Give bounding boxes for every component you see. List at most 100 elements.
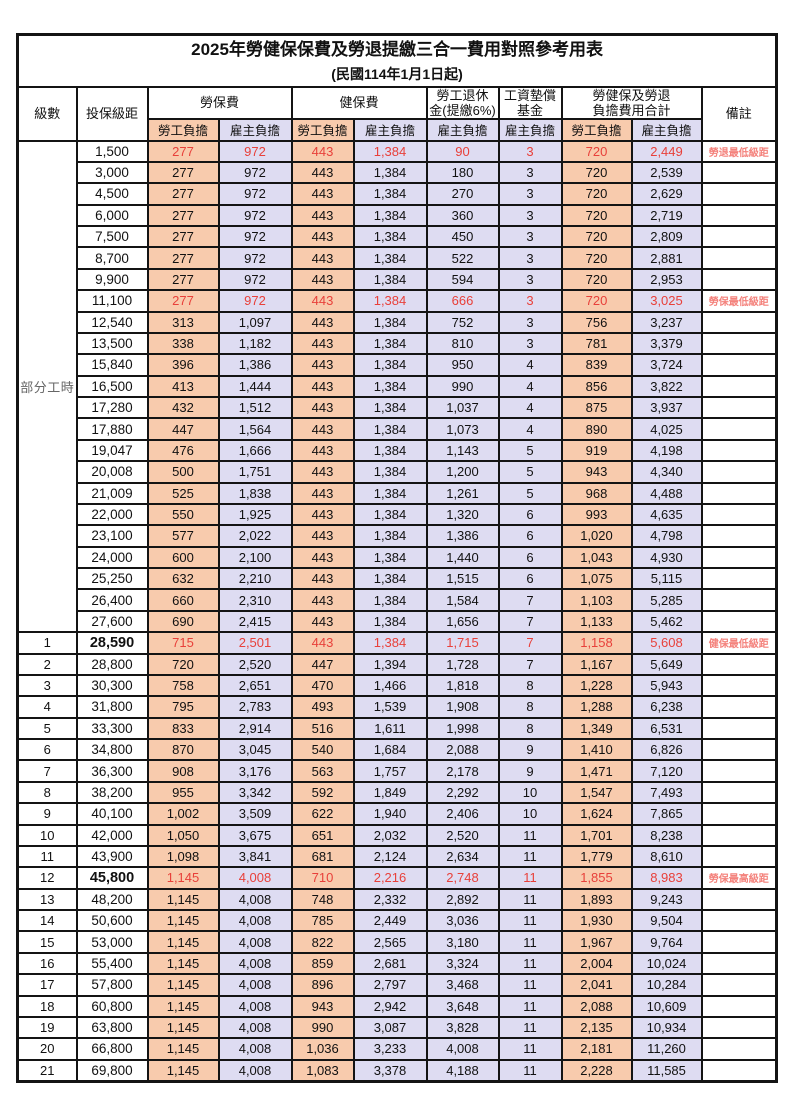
table-row: 17,280 432 1,512 443 1,384 1,037 4 875 3,937 bbox=[18, 395, 778, 420]
value-cell: 6 bbox=[497, 524, 563, 548]
header-labor-insurance: 勞保費 bbox=[146, 85, 293, 120]
header-wage-fund-line1: 工資墊償 bbox=[503, 87, 556, 103]
remark-cell: 勞保最低級距 bbox=[700, 289, 778, 313]
header-sub-row: 勞工負擔 雇主負擔 勞工負擔 雇主負擔 雇主負擔 雇主負擔 勞工負擔 雇主負擔 bbox=[18, 117, 777, 142]
bracket-cell: 34,800 bbox=[75, 737, 149, 762]
header-pension: 勞工退休 金(提繳6%) bbox=[425, 85, 500, 120]
value-cell: 3,087 bbox=[352, 1015, 428, 1040]
premium-reference-table: 2025年勞健保保費及勞退提繳三合一費用對照參考用表 (民國114年1月1日起)… bbox=[16, 33, 779, 1083]
table-row: 20,008 500 1,751 443 1,384 1,200 5 943 4,340 bbox=[18, 460, 778, 484]
value-cell: 1,751 bbox=[217, 460, 293, 484]
value-cell: 3,675 bbox=[217, 823, 293, 847]
value-cell: 1,075 bbox=[560, 566, 633, 591]
remark-cell bbox=[700, 588, 778, 612]
value-cell: 5 bbox=[497, 460, 563, 484]
value-cell: 3 bbox=[497, 182, 563, 206]
table-row: 19 63,800 1,145 4,008 990 3,087 3,828 11 2,135 10… bbox=[16, 1015, 778, 1040]
value-cell: 2,681 bbox=[352, 951, 428, 976]
value-cell: 1,384 bbox=[352, 139, 428, 163]
value-cell: 4,008 bbox=[217, 866, 293, 890]
value-cell: 6 bbox=[497, 545, 563, 570]
value-cell: 10 bbox=[497, 780, 563, 805]
table-row: 23,100 577 2,022 443 1,384 1,386 6 1,020 4,798 bbox=[18, 524, 778, 548]
value-cell: 443 bbox=[290, 331, 355, 356]
value-cell: 5,943 bbox=[630, 673, 703, 698]
level-cell: 13 bbox=[16, 887, 78, 912]
level-cell: 4 bbox=[16, 695, 78, 719]
table-row: 1 28,590 715 2,501 443 1,384 1,715 7 1,158 5,608 健… bbox=[16, 631, 778, 655]
value-cell: 4 bbox=[497, 353, 563, 377]
value-cell: 1,940 bbox=[352, 802, 428, 826]
value-cell: 9,504 bbox=[630, 908, 703, 933]
subheader-labor-employer: 雇主負擔 bbox=[217, 117, 293, 142]
value-cell: 2,783 bbox=[217, 695, 293, 719]
remark-cell bbox=[700, 823, 778, 847]
value-cell: 500 bbox=[146, 460, 220, 484]
value-cell: 720 bbox=[560, 139, 633, 163]
value-cell: 1,103 bbox=[560, 588, 633, 612]
value-cell: 666 bbox=[425, 289, 500, 313]
value-cell: 4,008 bbox=[217, 1015, 293, 1040]
value-cell: 1,384 bbox=[352, 246, 428, 270]
value-cell: 856 bbox=[560, 374, 633, 399]
bracket-cell: 12,540 bbox=[75, 310, 149, 334]
value-cell: 720 bbox=[560, 246, 633, 270]
value-cell: 3,509 bbox=[217, 802, 293, 826]
value-cell: 1,998 bbox=[425, 716, 500, 741]
remark-cell bbox=[700, 182, 778, 206]
table-row: 4 31,800 795 2,783 493 1,539 1,908 8 1,288 6,238 bbox=[16, 695, 778, 719]
value-cell: 443 bbox=[290, 139, 355, 163]
value-cell: 1,200 bbox=[425, 460, 500, 484]
value-cell: 8 bbox=[497, 716, 563, 741]
remark-cell bbox=[700, 737, 778, 762]
remark-cell bbox=[700, 994, 778, 1018]
value-cell: 720 bbox=[560, 267, 633, 292]
bracket-cell: 3,000 bbox=[75, 160, 149, 185]
subheader-health-employee: 勞工負擔 bbox=[290, 117, 355, 142]
remark-cell: 健保最低級距 bbox=[700, 631, 778, 655]
value-cell: 1,050 bbox=[146, 823, 220, 847]
value-cell: 1,073 bbox=[425, 417, 500, 441]
remark-cell bbox=[700, 1015, 778, 1040]
value-cell: 4,798 bbox=[630, 524, 703, 548]
value-cell: 443 bbox=[290, 460, 355, 484]
table-row: 17,880 447 1,564 443 1,384 1,073 4 890 4,025 bbox=[18, 417, 778, 441]
header-total: 勞健保及勞退 負擔費用合計 bbox=[560, 85, 703, 120]
value-cell: 3,025 bbox=[630, 289, 703, 313]
value-cell: 2,135 bbox=[560, 1015, 633, 1040]
bracket-cell: 26,400 bbox=[75, 588, 149, 612]
bracket-cell: 4,500 bbox=[75, 182, 149, 206]
value-cell: 3,378 bbox=[352, 1058, 428, 1083]
value-cell: 972 bbox=[217, 160, 293, 185]
bracket-cell: 60,800 bbox=[75, 994, 149, 1018]
table-row: 19,047 476 1,666 443 1,384 1,143 5 919 4,198 bbox=[18, 438, 778, 463]
value-cell: 632 bbox=[146, 566, 220, 591]
value-cell: 1,384 bbox=[352, 310, 428, 334]
bracket-cell: 69,800 bbox=[75, 1058, 149, 1083]
value-cell: 443 bbox=[290, 524, 355, 548]
value-cell: 443 bbox=[290, 289, 355, 313]
value-cell: 3 bbox=[497, 331, 563, 356]
value-cell: 8 bbox=[497, 695, 563, 719]
header-remarks: 備註 bbox=[700, 85, 778, 142]
value-cell: 1,701 bbox=[560, 823, 633, 847]
value-cell: 11 bbox=[497, 1015, 563, 1040]
value-cell: 4,008 bbox=[217, 1058, 293, 1083]
value-cell: 1,384 bbox=[352, 481, 428, 505]
header-group-row: 級數 投保級距 勞保費 健保費 勞工退休 金(提繳6%) 工資墊償 基金 勞健保… bbox=[16, 85, 778, 142]
value-cell: 5 bbox=[497, 481, 563, 505]
value-cell: 443 bbox=[290, 353, 355, 377]
header-wage-fund: 工資墊償 基金 bbox=[497, 85, 563, 120]
bracket-cell: 30,300 bbox=[75, 673, 149, 698]
table-row: 9 40,100 1,002 3,509 622 1,940 2,406 10 1,624 7,8… bbox=[16, 802, 778, 826]
value-cell: 7 bbox=[497, 631, 563, 655]
header-pension-line2: 金(提繳6%) bbox=[429, 102, 496, 118]
value-cell: 3,822 bbox=[630, 374, 703, 399]
value-cell: 822 bbox=[290, 930, 355, 954]
value-cell: 2,809 bbox=[630, 224, 703, 249]
remark-cell bbox=[700, 160, 778, 185]
table-row: 9,900 277 972 443 1,384 594 3 720 2,953 bbox=[18, 267, 778, 292]
table-row: 12 45,800 1,145 4,008 710 2,216 2,748 11 1,855 8,… bbox=[16, 866, 778, 890]
table-row: 3 30,300 758 2,651 470 1,466 1,818 8 1,228 5,943 bbox=[16, 673, 778, 698]
value-cell: 5,462 bbox=[630, 609, 703, 634]
